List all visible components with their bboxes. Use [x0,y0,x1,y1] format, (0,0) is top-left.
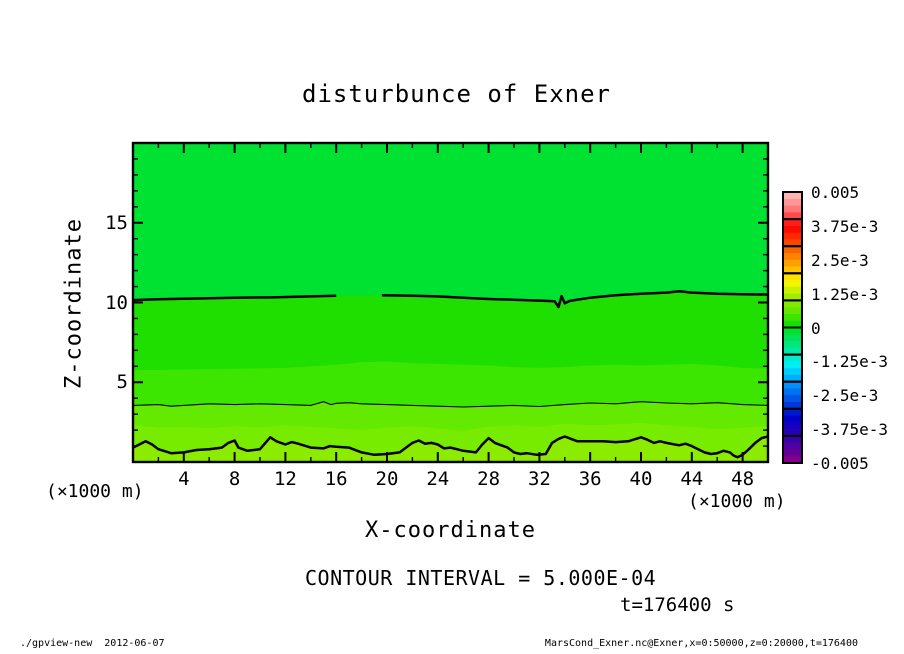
colorbar-strip [783,286,802,295]
colorbar-strip [783,232,802,240]
contour-line-thick-1e-3 [133,435,768,459]
contour-line-layer [133,290,768,459]
colorbar-strip [783,361,802,369]
y-tick-label: 10 [105,291,128,314]
footer-dataset-stamp: MarsCond_Exner.nc@Exner,x=0:50000,z=0:20… [544,638,858,649]
x-tick-label: 4 [178,468,190,490]
colorbar-strip [783,300,802,308]
contour-interval-text: CONTOUR INTERVAL = 5.000E-04 [305,566,657,590]
contour-line-thin-5e-4 [133,401,768,408]
x-tick-label: 48 [731,468,755,490]
x-tick-label: 8 [228,468,241,490]
colorbar-strip [783,435,802,444]
colorbar-strip [783,415,802,423]
colorbar-tick-label: -1.25e-3 [811,352,889,372]
time-annotation: t=176400 s [620,594,735,616]
colorbar-strip [783,246,802,254]
colorbar-strip [783,259,802,268]
colorbar-strip [783,449,802,457]
colorbar-strip [783,198,802,207]
colorbar-strip [783,320,802,328]
colorbar-box-border [782,434,803,464]
colorbar-strip [783,456,802,464]
y-tick-label: 15 [105,211,128,234]
colorbar-strip [783,374,802,383]
colorbar-strip [783,354,802,362]
plot-title: disturbunce of Exner [302,80,611,108]
contour-line-zero-thick-left [133,294,337,302]
colorbar-tick-label: -2.5e-3 [811,386,879,406]
colorbar-strip [783,307,802,315]
colorbar-strip [783,429,802,437]
x-tick-label: 36 [578,468,602,490]
colorbar-tick-label: 3.75e-3 [811,216,879,236]
x-tick-label: 12 [273,468,297,490]
colorbar-strip [783,252,802,261]
colorbar-strip [783,327,802,335]
colorbar-strip [783,395,802,403]
colorbar [782,191,803,464]
colorbar-strip [783,313,802,322]
colorbar-strip [783,280,802,288]
colorbar-strip [783,334,802,342]
x-tick-label: 40 [629,468,653,490]
colorbar-strip [783,402,802,410]
colorbar-strip [783,219,802,227]
x-axis-label: X-coordinate [365,518,536,543]
colorbar-strip [783,368,802,376]
colorbar-strip [783,341,802,349]
colorbar-strip [783,266,802,274]
colorbar-strip [783,408,802,417]
x-unit-left: (×1000 m) [46,481,144,502]
colorbar-tick-label: 0.005 [811,183,860,202]
x-tick-label: 32 [527,468,551,490]
x-tick-label: 28 [477,468,501,490]
y-tick-label: 5 [116,371,128,394]
axis-ticks [133,143,768,462]
colorbar-tick-label: -0.005 [811,454,869,473]
x-tick-label: 24 [426,468,450,490]
colorbar-strip [783,225,802,234]
colorbar-strip [783,273,802,281]
colorbar-strip [783,381,802,389]
colorbar-tick-label: 0 [811,318,821,338]
contour-line-zero-thick-right [381,290,768,309]
x-tick-label: 16 [324,468,348,490]
colorbar-strip [783,442,802,450]
contour-fill-layer [133,143,768,462]
colorbar-strip [783,192,802,200]
x-tick-label: 44 [680,468,704,490]
colorbar-strip [783,293,802,301]
colorbar-strip [783,388,802,396]
x-tick-label: 20 [375,468,399,490]
colorbar-strip [783,347,802,356]
colorbar-tick-label: 2.5e-3 [811,250,869,270]
colorbar-tick-label: 1.25e-3 [811,284,879,304]
colorbar-tick-label: -3.75e-3 [811,420,889,440]
colorbar-strip [783,212,802,220]
x-unit-right: (×1000 m) [688,491,786,512]
footer-program-stamp: ./gpview-new 2012-06-07 [20,638,165,649]
colorbar-strip [783,239,802,247]
colorbar-strip [783,205,802,213]
colorbar-strip [783,422,802,430]
